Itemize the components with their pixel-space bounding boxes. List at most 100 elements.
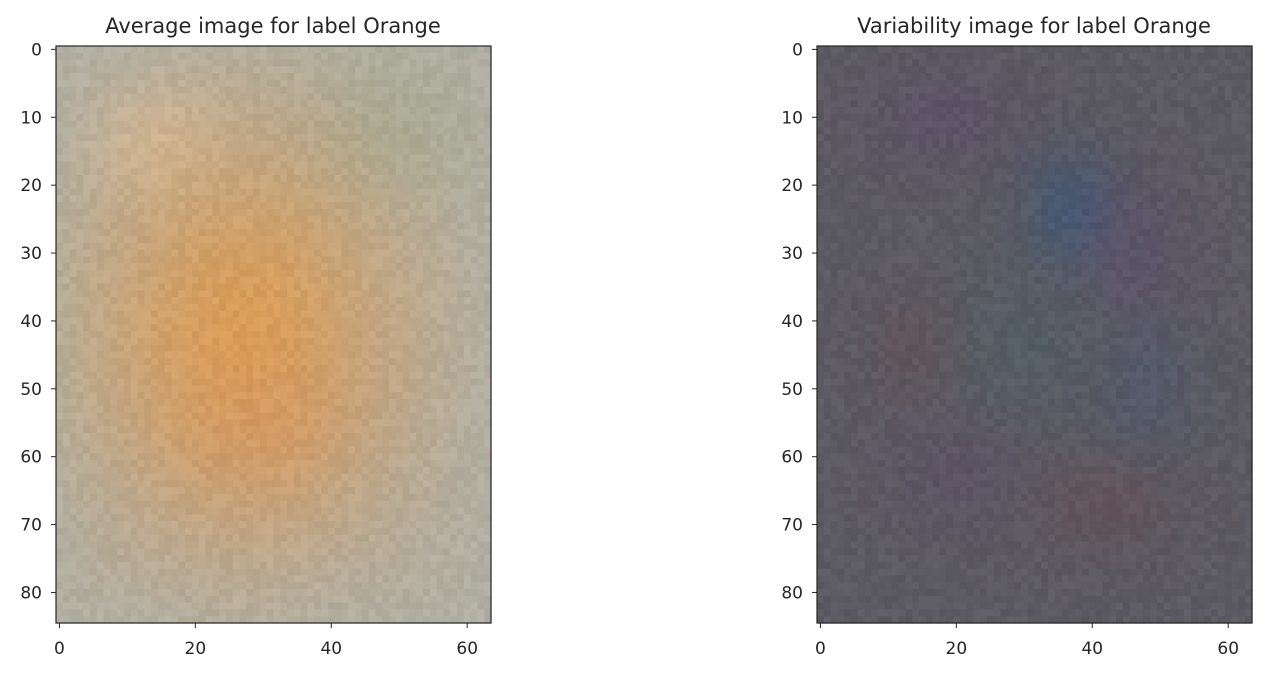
image-pixel xyxy=(327,236,336,244)
image-pixel xyxy=(130,290,139,298)
image-pixel xyxy=(361,263,370,271)
image-pixel xyxy=(457,236,465,244)
image-pixel xyxy=(110,52,118,61)
image-pixel xyxy=(144,297,152,305)
image-pixel xyxy=(130,297,139,305)
image-pixel xyxy=(470,568,479,577)
image-pixel xyxy=(164,188,173,196)
image-pixel xyxy=(239,500,247,509)
image-pixel xyxy=(212,147,220,156)
image-pixel xyxy=(117,202,125,210)
image-pixel xyxy=(232,561,241,570)
image-pixel xyxy=(300,439,309,448)
image-pixel xyxy=(395,371,404,380)
image-pixel xyxy=(300,242,309,251)
image-pixel xyxy=(96,527,105,536)
image-pixel xyxy=(395,555,404,563)
image-pixel xyxy=(402,365,411,373)
image-pixel xyxy=(463,242,472,251)
image-pixel xyxy=(348,541,356,549)
image-pixel xyxy=(423,263,431,271)
image-pixel xyxy=(409,222,417,230)
image-pixel xyxy=(416,527,424,536)
image-pixel xyxy=(62,222,71,230)
image-pixel xyxy=(219,419,227,427)
image-pixel xyxy=(307,202,315,210)
image-pixel xyxy=(212,52,220,61)
image-pixel xyxy=(62,215,71,224)
image-pixel xyxy=(178,270,186,278)
image-pixel xyxy=(293,555,302,563)
image-pixel xyxy=(436,195,445,203)
image-pixel xyxy=(416,141,424,149)
image-pixel xyxy=(219,466,227,475)
image-pixel xyxy=(375,432,383,441)
image-pixel xyxy=(457,541,465,549)
image-pixel xyxy=(212,134,220,142)
image-pixel xyxy=(368,521,377,529)
image-pixel xyxy=(259,480,268,488)
image-pixel xyxy=(287,331,295,339)
image-pixel xyxy=(334,439,343,448)
image-pixel xyxy=(443,358,451,366)
image-pixel xyxy=(205,100,213,108)
image-pixel xyxy=(110,358,118,366)
image-pixel xyxy=(219,134,227,142)
image-pixel xyxy=(144,256,152,264)
image-pixel xyxy=(219,73,227,81)
image-pixel xyxy=(164,276,173,285)
image-pixel xyxy=(259,548,268,556)
image-pixel xyxy=(273,527,281,536)
image-pixel xyxy=(443,276,451,285)
image-pixel xyxy=(300,215,309,224)
image-pixel xyxy=(355,290,363,298)
image-pixel xyxy=(321,127,329,135)
image-pixel xyxy=(287,215,295,224)
image-pixel xyxy=(287,202,295,210)
image-pixel xyxy=(457,93,465,101)
image-pixel xyxy=(293,426,302,434)
image-pixel xyxy=(389,494,397,502)
image-pixel xyxy=(178,466,186,475)
image-pixel xyxy=(185,59,193,67)
image-pixel xyxy=(436,494,445,502)
image-pixel xyxy=(293,181,302,190)
image-pixel xyxy=(185,453,193,461)
image-pixel xyxy=(484,432,492,441)
image-pixel xyxy=(253,303,261,312)
image-pixel xyxy=(191,283,200,291)
image-pixel xyxy=(361,141,370,149)
image-pixel xyxy=(389,134,397,142)
image-pixel xyxy=(375,107,383,115)
image-pixel xyxy=(368,453,377,461)
image-pixel xyxy=(232,222,241,230)
image-pixel xyxy=(144,181,152,190)
image-pixel xyxy=(402,432,411,441)
image-pixel xyxy=(103,385,111,393)
image-pixel xyxy=(307,541,315,549)
image-pixel xyxy=(280,276,288,285)
image-pixel xyxy=(409,107,417,115)
image-pixel xyxy=(382,100,390,108)
image-pixel xyxy=(62,568,71,577)
image-pixel xyxy=(429,507,438,515)
image-pixel xyxy=(191,120,200,129)
image-pixel xyxy=(96,487,105,495)
image-pixel xyxy=(103,86,111,95)
image-pixel xyxy=(96,86,105,95)
image-pixel xyxy=(246,263,254,271)
image-pixel xyxy=(280,141,288,149)
image-pixel xyxy=(56,466,64,475)
image-pixel xyxy=(69,154,77,162)
image-pixel xyxy=(62,168,71,176)
image-pixel xyxy=(470,229,479,237)
image-pixel xyxy=(198,222,207,230)
image-pixel xyxy=(219,385,227,393)
image-pixel xyxy=(164,548,173,556)
image-pixel xyxy=(314,568,322,577)
image-pixel xyxy=(178,236,186,244)
image-pixel xyxy=(389,222,397,230)
image-pixel xyxy=(293,561,302,570)
image-pixel xyxy=(321,297,329,305)
image-pixel xyxy=(416,297,424,305)
